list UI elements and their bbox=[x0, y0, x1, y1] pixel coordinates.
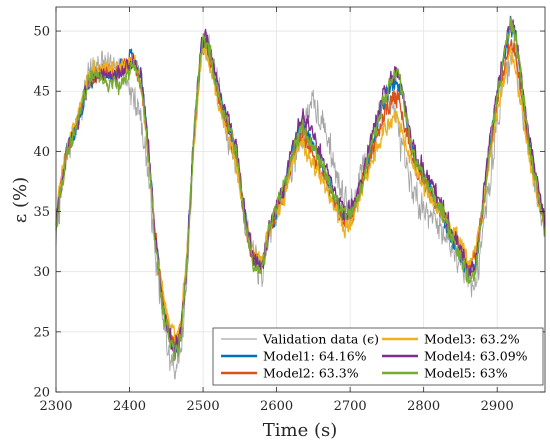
y-tick-label: 25 bbox=[33, 325, 50, 340]
legend-label: Model4: 63.09% bbox=[424, 349, 528, 364]
x-tick-label: 2800 bbox=[407, 399, 440, 414]
legend: Validation data (ϵ) Model3: 63.2% Model1: … bbox=[212, 327, 544, 386]
y-axis-label: ε (%) bbox=[10, 177, 31, 223]
series-line-model5 bbox=[55, 17, 546, 362]
x-tick-label: 2600 bbox=[260, 399, 293, 414]
legend-label: Model3: 63.2% bbox=[424, 332, 520, 347]
axis-ticks: 2300 2400 2500 2600 2700 2800 2900 20 25 30 35 40 45… bbox=[33, 7, 545, 414]
legend-label: Model2: 63.3% bbox=[263, 366, 359, 381]
legend-box bbox=[212, 327, 544, 386]
x-axis-label: Time (s) bbox=[263, 420, 338, 441]
y-tick-label: 20 bbox=[33, 386, 50, 401]
x-tick-label: 2900 bbox=[481, 399, 514, 414]
x-tick-label: 2700 bbox=[334, 399, 367, 414]
y-tick-label: 50 bbox=[33, 25, 50, 40]
y-tick-label: 35 bbox=[33, 205, 50, 220]
x-tick-label: 2400 bbox=[113, 399, 146, 414]
y-tick-label: 40 bbox=[33, 145, 50, 160]
series-line-model3 bbox=[55, 44, 546, 345]
legend-label: Validation data (ϵ) bbox=[262, 332, 379, 347]
legend-label: Model5: 63% bbox=[424, 366, 508, 381]
y-tick-label: 45 bbox=[33, 85, 50, 100]
legend-label: Model1: 64.16% bbox=[263, 349, 367, 364]
plot-frame bbox=[55, 6, 546, 393]
y-tick-label: 30 bbox=[33, 265, 50, 280]
x-tick-label: 2500 bbox=[187, 399, 220, 414]
series-layer bbox=[55, 15, 546, 380]
x-tick-label: 2300 bbox=[39, 399, 72, 414]
